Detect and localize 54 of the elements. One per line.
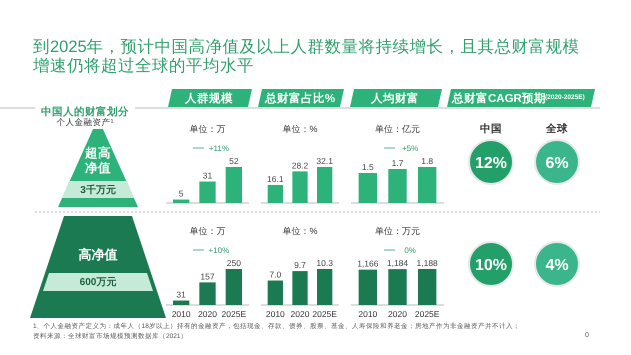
text: 10%: [474, 257, 508, 274]
text: 高净值: [78, 246, 118, 264]
text: +10%: [208, 246, 230, 255]
data-label: 28.2: [292, 160, 309, 170]
text: 中国: [480, 122, 502, 135]
x-tick-label: 2010: [172, 309, 191, 319]
x-tick-label: 2010: [358, 309, 378, 319]
data-label: 1,166: [357, 258, 379, 269]
text: 600万元: [78, 276, 118, 289]
data-label: 32.1: [316, 156, 334, 166]
text: 3千万元: [79, 184, 117, 197]
text: +11%: [208, 144, 229, 153]
data-label: 52: [229, 156, 239, 166]
data-label: 16.1: [267, 174, 284, 184]
data-label: 10.3: [316, 258, 334, 268]
x-tick-label: 2025E: [222, 309, 246, 319]
x-tick-label: 2025E: [312, 309, 338, 319]
data-label: 5: [178, 188, 184, 199]
chart-title: 单位：%: [282, 226, 318, 236]
data-label: 7.0: [269, 270, 282, 280]
data-label: 1,188: [416, 258, 438, 268]
text: 12%: [474, 155, 508, 172]
chart-title: 单位：亿元: [375, 124, 420, 134]
text: 超高净值: [84, 146, 112, 176]
x-tick-label: 2020: [388, 309, 408, 319]
text: 0%: [404, 246, 416, 255]
chart-title: 单位：万元: [375, 226, 420, 236]
text: 个人金融资产¹: [35, 117, 135, 129]
data-label: 31: [202, 170, 212, 181]
text: 总财富CAGR预期: [452, 91, 546, 106]
text: 中国人的财富划分: [35, 105, 135, 119]
x-tick-label: 2020: [198, 309, 218, 319]
chart-title: 单位：万: [190, 226, 226, 236]
text: 总财富占比%: [258, 91, 342, 106]
x-tick-label: 2025E: [414, 309, 440, 319]
data-label: 31: [176, 290, 186, 300]
data-label: 1.7: [392, 158, 404, 168]
data-label: 9.7: [294, 260, 306, 270]
data-label: 1,184: [386, 258, 408, 268]
chart-title: 单位：%: [282, 124, 318, 134]
data-label: 250: [226, 258, 242, 268]
text: 6%: [545, 155, 569, 172]
data-label: 1.5: [362, 162, 374, 172]
x-tick-label: 2020: [290, 309, 310, 319]
data-label: 157: [200, 271, 215, 282]
text: 人群规模: [168, 91, 250, 106]
text: 到2025年，预计中国高净值及以上人群数量将持续增长，且其总财富规模增速仍将超过全球的平均水平: [33, 38, 581, 76]
text: +5%: [402, 144, 418, 153]
chart-title: 单位：万: [190, 124, 226, 134]
text: 人均财富: [350, 91, 440, 106]
data-label: 1.8: [421, 156, 434, 166]
text: 4%: [545, 257, 569, 274]
x-tick-label: 2010: [266, 309, 286, 319]
text: 全球: [545, 122, 569, 135]
